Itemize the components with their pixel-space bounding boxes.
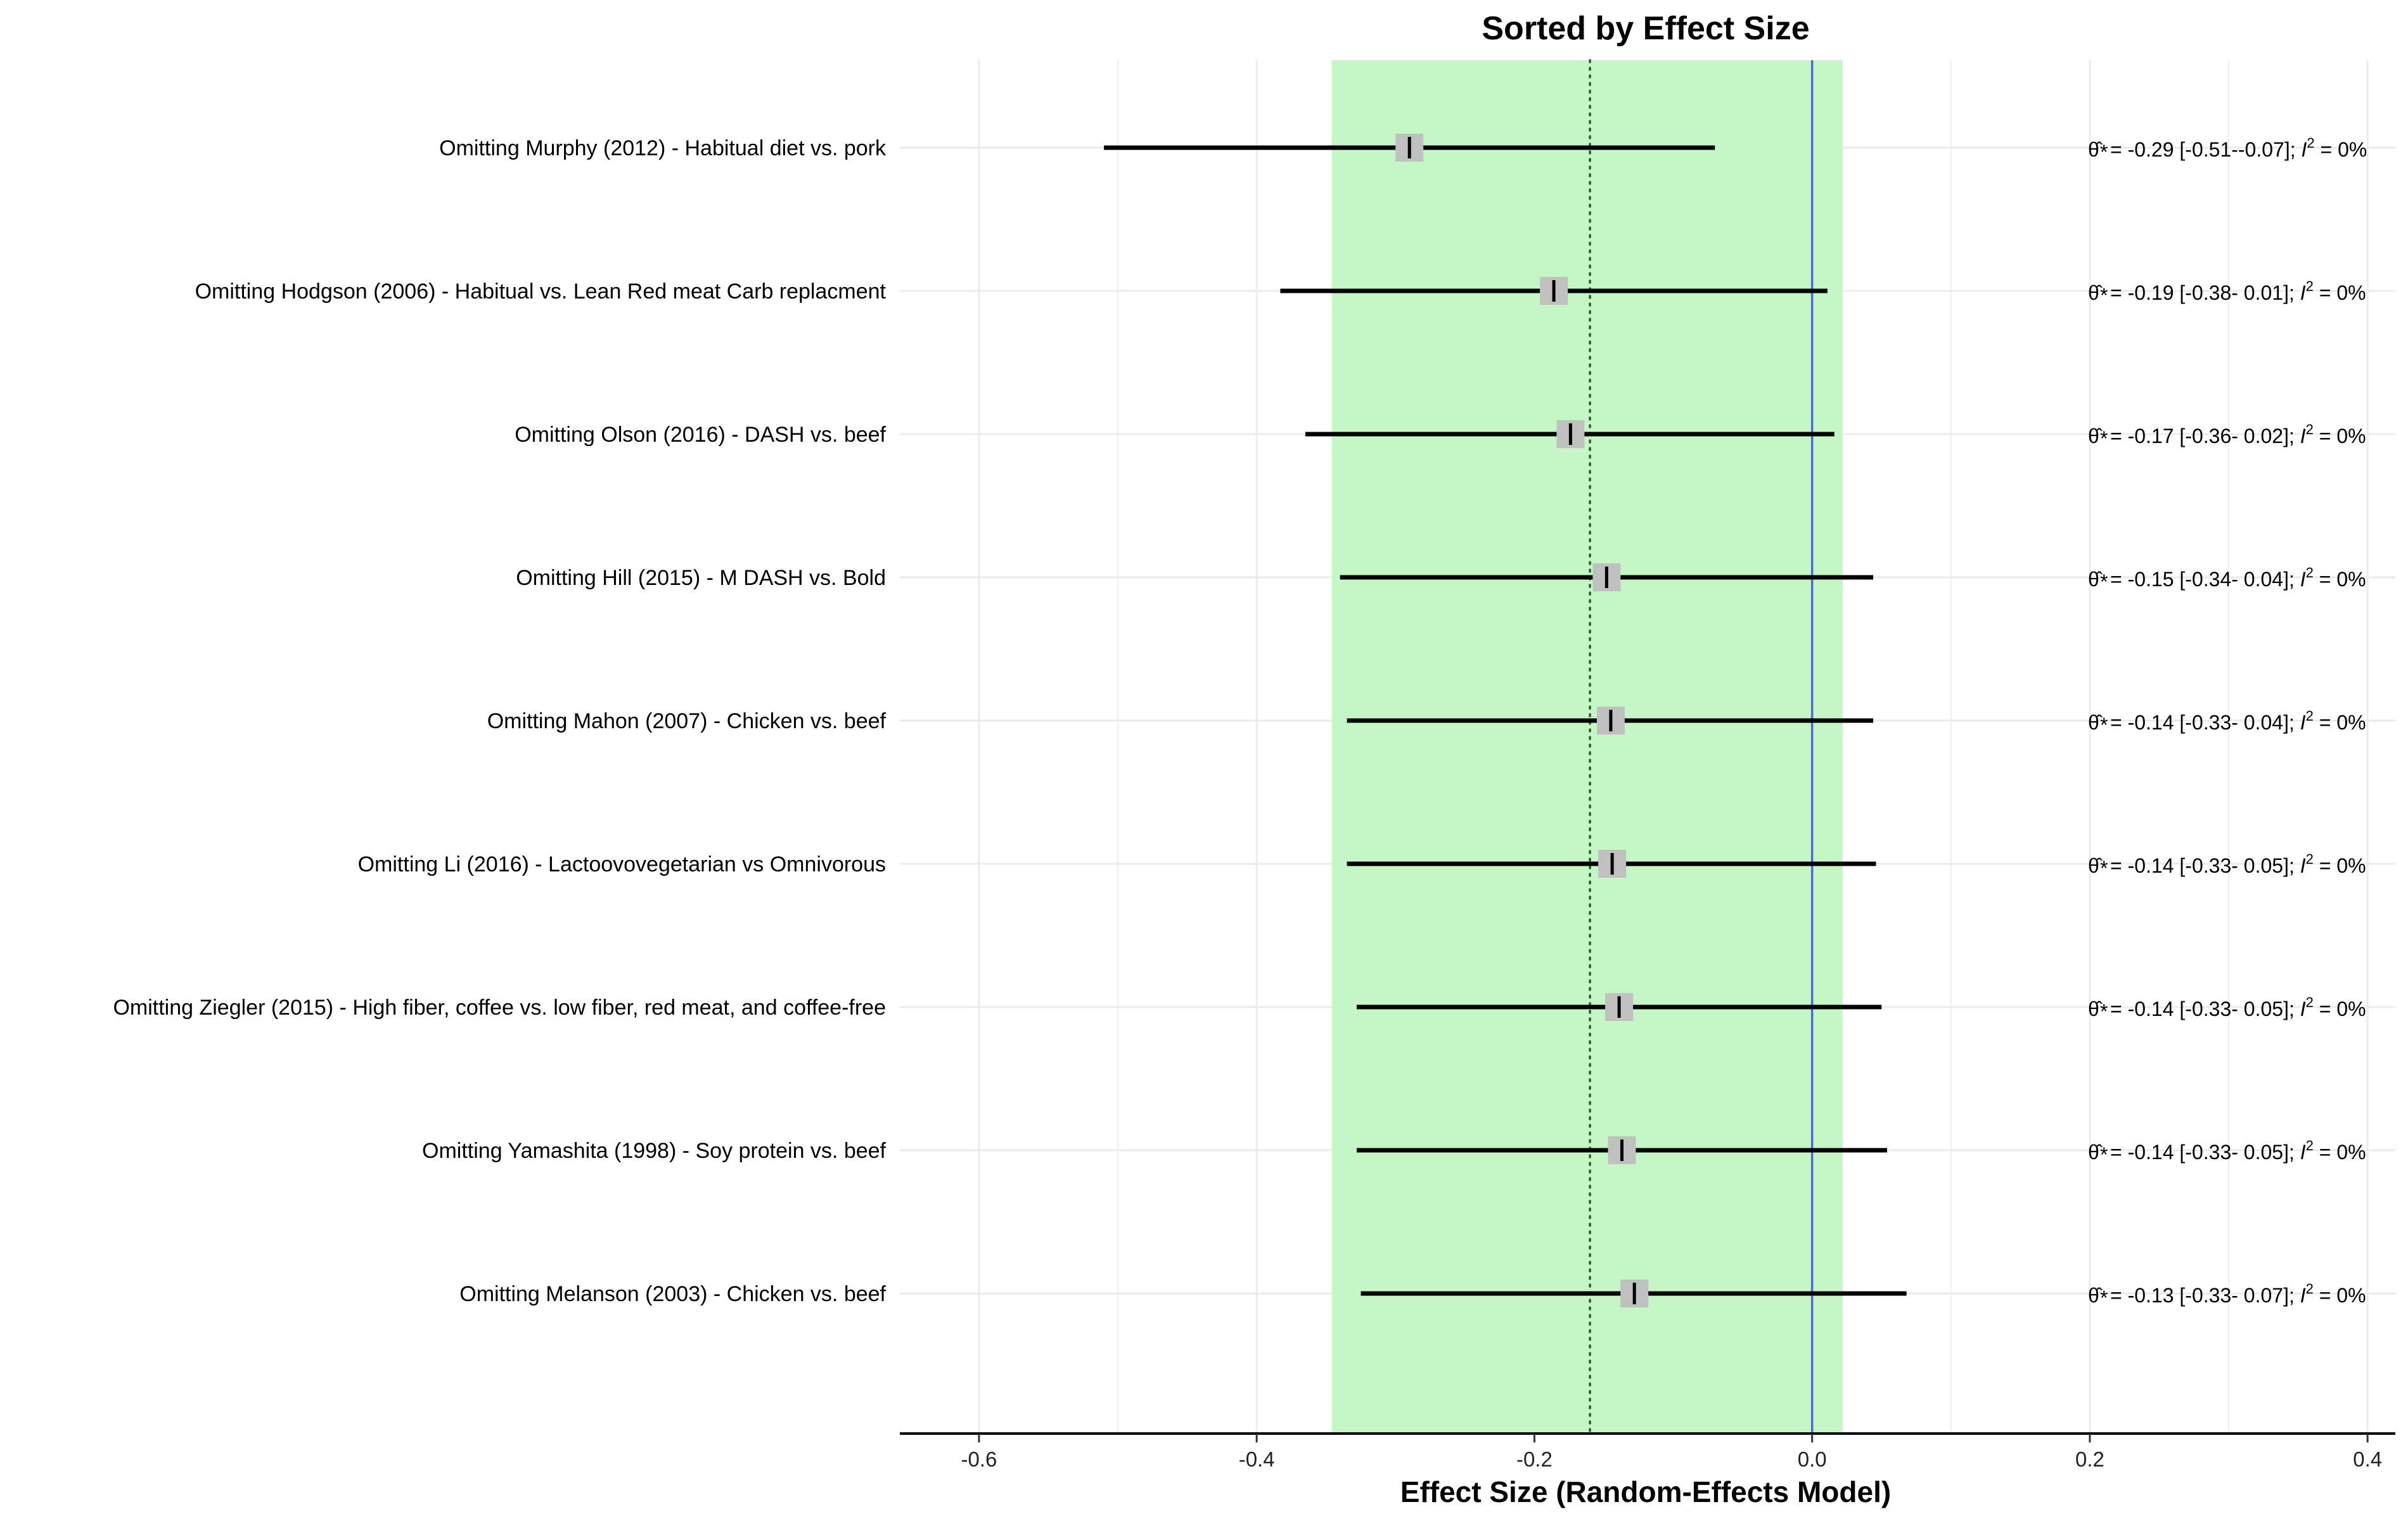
study-row [1340,563,1874,591]
study-row [1347,707,1874,735]
i2-superscript: 2 [2306,708,2314,724]
pooled-ci-band [1331,60,1843,1434]
effect-annotation: = -0.29 [-0.51--0.07]; I2 = 0% [2110,135,2367,161]
theta-subscript: * [2100,714,2108,736]
labels-layer: Omitting Murphy (2012) - Habitual diet v… [113,135,2367,1309]
study-label: Omitting Yamashita (1998) - Soy protein … [422,1139,887,1163]
effect-annotation-text: = -0.14 [-0.33- 0.05]; [2110,1141,2300,1164]
i2-symbol: I [2300,1141,2306,1164]
study-label: Omitting Murphy (2012) - Habitual diet v… [439,136,887,160]
i2-superscript: 2 [2306,1281,2314,1297]
i2-symbol: I [2300,998,2306,1020]
study-label: Omitting Li (2016) - Lactoovovegetarian … [358,852,886,876]
effect-annotation: = -0.13 [-0.33- 0.07]; I2 = 0% [2110,1281,2366,1307]
effect-annotation-text: = -0.17 [-0.36- 0.02]; [2110,425,2300,447]
i2-value: = 0% [2314,568,2366,591]
theta-subscript: * [2100,1287,2108,1309]
x-tick-label: 0.0 [1798,1447,1827,1471]
i2-symbol: I [2300,425,2306,447]
effect-annotation: = -0.14 [-0.33- 0.05]; I2 = 0% [2110,994,2366,1020]
x-tick-label: -0.2 [1516,1447,1553,1471]
effect-annotation: = -0.17 [-0.36- 0.02]; I2 = 0% [2110,421,2366,447]
ci-band-layer [1331,60,1843,1434]
i2-value: = 0% [2314,425,2366,447]
effect-annotation-text: = -0.14 [-0.33- 0.04]; [2110,711,2300,734]
theta-subscript: * [2100,284,2108,307]
i2-symbol: I [2300,568,2306,591]
x-tick-label: 0.2 [2075,1447,2104,1471]
i2-superscript: 2 [2306,565,2314,581]
study-row [1347,850,1876,878]
study-label: Omitting Melanson (2003) - Chicken vs. b… [459,1282,886,1306]
x-tick-label: -0.4 [1239,1447,1275,1471]
i2-superscript: 2 [2306,994,2314,1010]
study-label: Omitting Ziegler (2015) - High fiber, co… [113,996,886,1020]
effect-annotation: = -0.14 [-0.33- 0.05]; I2 = 0% [2110,851,2366,877]
study-row [1104,134,1715,162]
effect-annotation: = -0.14 [-0.33- 0.04]; I2 = 0% [2110,708,2366,734]
effect-annotation-text: = -0.29 [-0.51--0.07]; [2110,138,2302,161]
x-axis: -0.6 -0.4 -0.2 0.0 0.2 0.4 [900,1432,2395,1471]
i2-superscript: 2 [2307,135,2314,151]
i2-value: = 0% [2314,711,2366,734]
i2-symbol: I [2300,711,2306,734]
theta-subscript: * [2100,1000,2108,1023]
study-row [1356,993,1882,1021]
i2-value: = 0% [2314,1141,2366,1164]
i2-superscript: 2 [2306,1138,2314,1153]
i2-value: = 0% [2314,998,2366,1020]
study-row [1305,420,1835,448]
effect-annotation: = -0.14 [-0.33- 0.05]; I2 = 0% [2110,1138,2366,1164]
study-label: Omitting Hill (2015) - M DASH vs. Bold [516,566,886,590]
theta-subscript: * [2100,570,2108,593]
study-row [1280,277,1828,305]
i2-value: = 0% [2314,854,2366,877]
chart-title: Sorted by Effect Size [1482,10,1809,47]
i2-value: = 0% [2314,281,2366,304]
study-row [1361,1280,1907,1307]
study-row [1356,1136,1887,1164]
effect-annotation-text: = -0.14 [-0.33- 0.05]; [2110,854,2300,877]
study-label: Omitting Mahon (2007) - Chicken vs. beef [487,709,887,733]
x-tick-label: -0.6 [961,1447,997,1471]
i2-symbol: I [2300,1284,2306,1307]
i2-symbol: I [2302,138,2307,161]
marks-layer [1104,134,1907,1307]
i2-superscript: 2 [2306,421,2314,437]
effect-annotation-text: = -0.14 [-0.33- 0.05]; [2110,998,2300,1020]
effect-annotation-text: = -0.19 [-0.38- 0.01]; [2110,281,2300,304]
study-label: Omitting Olson (2016) - DASH vs. beef [515,423,886,447]
study-label: Omitting Hodgson (2006) - Habitual vs. L… [195,279,887,304]
effect-annotation-text: = -0.13 [-0.33- 0.07]; [2110,1284,2300,1307]
i2-value: = 0% [2315,138,2367,161]
i2-symbol: I [2300,281,2306,304]
effect-annotation-text: = -0.15 [-0.34- 0.04]; [2110,568,2300,591]
theta-subscript: * [2100,1143,2108,1166]
i2-value: = 0% [2314,1284,2366,1307]
i2-superscript: 2 [2306,851,2314,867]
theta-subscript: * [2100,141,2108,164]
theta-subscript: * [2100,857,2108,880]
i2-superscript: 2 [2306,278,2314,294]
x-axis-title: Effect Size (Random-Effects Model) [1400,1475,1891,1508]
effect-annotation: = -0.19 [-0.38- 0.01]; I2 = 0% [2110,278,2366,304]
effect-annotation: = -0.15 [-0.34- 0.04]; I2 = 0% [2110,565,2366,591]
i2-symbol: I [2300,854,2306,877]
theta-subscript: * [2100,427,2108,450]
x-tick-label: 0.4 [2353,1447,2382,1471]
